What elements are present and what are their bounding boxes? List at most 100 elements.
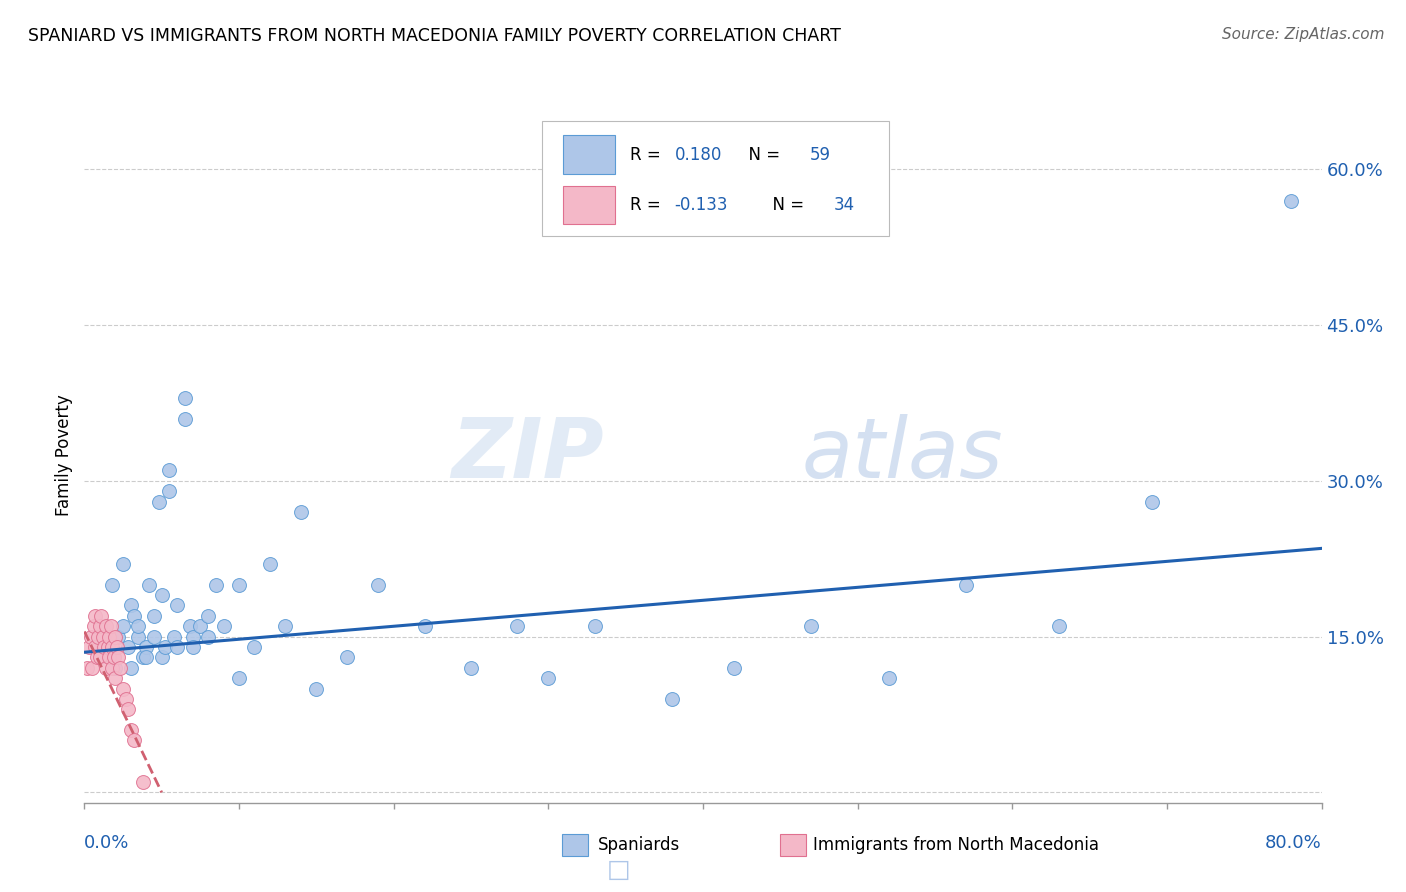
- Point: [143, 608, 166, 623]
- Point: [117, 702, 139, 716]
- Point: [107, 650, 129, 665]
- FancyBboxPatch shape: [543, 121, 889, 235]
- Text: Source: ZipAtlas.com: Source: ZipAtlas.com: [1222, 27, 1385, 42]
- Point: [112, 557, 135, 571]
- Point: [90, 608, 112, 623]
- Text: atlas: atlas: [801, 415, 1004, 495]
- Text: -0.133: -0.133: [675, 196, 728, 214]
- Point: [98, 630, 121, 644]
- Point: [135, 650, 157, 665]
- Point: [107, 630, 129, 644]
- Point: [661, 692, 683, 706]
- Point: [367, 578, 389, 592]
- Point: [166, 640, 188, 654]
- Text: SPANIARD VS IMMIGRANTS FROM NORTH MACEDONIA FAMILY POVERTY CORRELATION CHART: SPANIARD VS IMMIGRANTS FROM NORTH MACEDO…: [28, 27, 841, 45]
- Point: [150, 588, 173, 602]
- Point: [120, 723, 142, 738]
- Point: [1047, 619, 1070, 633]
- Text: 0.0%: 0.0%: [84, 834, 129, 852]
- Point: [243, 640, 266, 654]
- Point: [150, 650, 173, 665]
- Point: [174, 411, 197, 425]
- Point: [84, 608, 107, 623]
- Point: [148, 494, 170, 508]
- Point: [108, 661, 131, 675]
- Text: R =: R =: [630, 145, 666, 163]
- Point: [179, 619, 201, 633]
- Point: [188, 619, 211, 633]
- Text: N =: N =: [738, 145, 785, 163]
- Point: [159, 463, 180, 477]
- Point: [103, 650, 125, 665]
- Point: [1140, 494, 1163, 508]
- Point: [104, 671, 127, 685]
- Point: [101, 578, 124, 592]
- Point: [132, 775, 155, 789]
- Point: [115, 692, 138, 706]
- Point: [336, 650, 359, 665]
- Bar: [780, 834, 806, 856]
- Point: [135, 640, 157, 654]
- Point: [104, 661, 127, 675]
- Point: [112, 619, 135, 633]
- Point: [87, 630, 110, 644]
- Point: [104, 630, 127, 644]
- Point: [143, 630, 166, 644]
- Point: [305, 681, 328, 696]
- Point: [91, 630, 114, 644]
- Text: R =: R =: [630, 196, 666, 214]
- Text: □: □: [607, 858, 630, 881]
- Bar: [562, 834, 588, 856]
- Point: [94, 661, 117, 675]
- Text: N =: N =: [762, 196, 810, 214]
- Point: [181, 640, 204, 654]
- Point: [800, 619, 823, 633]
- Point: [117, 640, 139, 654]
- Point: [228, 578, 250, 592]
- Point: [96, 640, 118, 654]
- Point: [100, 619, 122, 633]
- Text: 59: 59: [810, 145, 831, 163]
- Point: [159, 484, 180, 499]
- Point: [723, 661, 745, 675]
- Text: Immigrants from North Macedonia: Immigrants from North Macedonia: [813, 836, 1098, 855]
- Point: [506, 619, 529, 633]
- Text: 34: 34: [834, 196, 855, 214]
- Text: 0.180: 0.180: [675, 145, 721, 163]
- Point: [955, 578, 977, 592]
- Point: [174, 391, 197, 405]
- Text: 80.0%: 80.0%: [1265, 834, 1322, 852]
- Point: [84, 640, 107, 654]
- Bar: [564, 186, 616, 225]
- Point: [83, 619, 105, 633]
- Point: [163, 630, 186, 644]
- Point: [259, 557, 281, 571]
- Point: [197, 608, 219, 623]
- Point: [77, 640, 100, 654]
- Point: [205, 578, 228, 592]
- Bar: [564, 136, 616, 174]
- Text: ZIP: ZIP: [451, 415, 605, 495]
- Point: [76, 661, 98, 675]
- Point: [877, 671, 900, 685]
- Point: [274, 619, 297, 633]
- Point: [127, 619, 149, 633]
- Point: [120, 661, 142, 675]
- Point: [166, 599, 188, 613]
- Point: [94, 619, 117, 633]
- Point: [181, 630, 204, 644]
- Point: [96, 640, 118, 654]
- Point: [583, 619, 606, 633]
- Text: Spaniards: Spaniards: [598, 836, 679, 855]
- Point: [93, 640, 115, 654]
- Point: [197, 630, 219, 644]
- Point: [413, 619, 436, 633]
- Point: [460, 661, 482, 675]
- Point: [290, 505, 312, 519]
- Point: [101, 661, 124, 675]
- Point: [122, 733, 145, 747]
- Point: [212, 619, 235, 633]
- Point: [120, 599, 142, 613]
- Point: [132, 650, 155, 665]
- Point: [153, 640, 176, 654]
